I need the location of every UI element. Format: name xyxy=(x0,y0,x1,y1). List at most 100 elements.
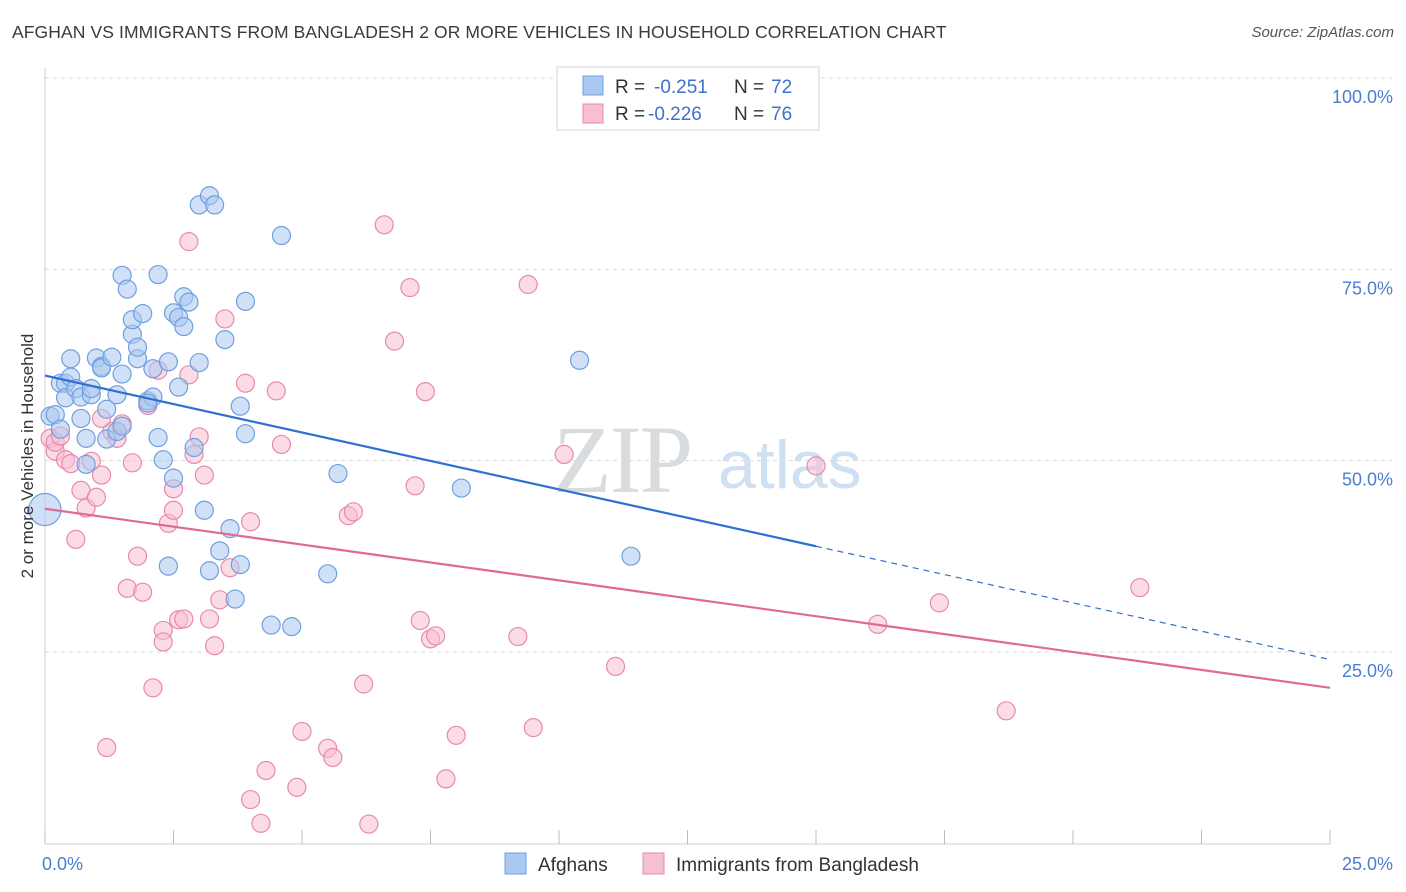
watermark-zip: ZIP xyxy=(553,406,691,513)
bangladesh-point xyxy=(426,626,446,646)
bangladesh-point xyxy=(354,674,374,694)
legend-afghan-swatch xyxy=(582,75,604,96)
legend-bottom-afghan-label: Afghans xyxy=(538,855,608,876)
y-tick-label: 100.0% xyxy=(1332,87,1393,107)
legend-n-label-afghan: N = xyxy=(734,77,764,98)
bangladesh-point xyxy=(215,309,235,329)
bangladesh-point xyxy=(133,582,153,602)
legend-r-value-afghan: -0.251 xyxy=(654,77,708,98)
afghan-point xyxy=(102,347,122,367)
afghan-point xyxy=(328,463,348,484)
y-tick-label: 75.0% xyxy=(1342,278,1393,298)
afghan-point xyxy=(107,385,127,405)
afghan-point xyxy=(230,396,250,416)
watermark: ZIP atlas xyxy=(553,406,862,513)
x-tick-label-min: 0.0% xyxy=(42,854,83,874)
bangladesh-point xyxy=(400,277,420,298)
afghan-point xyxy=(97,399,117,419)
bangladesh-point xyxy=(179,232,199,252)
bangladesh-point xyxy=(179,365,199,385)
afghan-point xyxy=(235,424,256,444)
bangladesh-point xyxy=(122,453,142,473)
bangladesh-point xyxy=(359,814,379,834)
bangladesh-point xyxy=(97,737,117,758)
afghan-trend-line xyxy=(44,374,817,548)
bangladesh-point xyxy=(806,456,826,476)
afghan-point xyxy=(71,408,91,429)
bangladesh-point xyxy=(508,626,528,647)
afghan-point xyxy=(163,468,184,488)
bangladesh-point xyxy=(292,721,312,742)
y-axis-title: 2 or more Vehicles in Household xyxy=(18,334,37,579)
x-tick-label-max: 25.0% xyxy=(1342,854,1393,874)
bangladesh-point xyxy=(266,381,286,401)
bangladesh-point xyxy=(415,382,435,402)
afghan-point xyxy=(261,615,281,635)
afghan-point xyxy=(158,556,178,576)
afghan-point xyxy=(205,195,225,215)
legend-r-label-bangla: R = xyxy=(615,104,645,125)
afghan-point xyxy=(153,450,173,470)
afghan-point xyxy=(76,428,96,448)
afghan-point xyxy=(148,264,168,285)
bangladesh-point xyxy=(241,512,261,532)
bangladesh-point xyxy=(323,747,343,768)
legend-series: Afghans Immigrants from Bangladesh xyxy=(504,852,919,876)
bangladesh-point xyxy=(256,760,276,781)
afghan-point xyxy=(271,225,292,246)
afghan-point xyxy=(174,317,194,337)
afghan-point xyxy=(318,564,338,584)
afghan-point xyxy=(569,350,590,370)
bangladesh-point xyxy=(199,609,220,629)
bangladesh-point xyxy=(66,529,86,549)
y-tick-labels: 25.0% 50.0% 75.0% 100.0% xyxy=(1332,87,1393,681)
bangladesh-point xyxy=(251,813,271,833)
chart-source: Source: ZipAtlas.com xyxy=(1251,24,1394,41)
bangladesh-point xyxy=(143,678,163,698)
legend-n-label-bangla: N = xyxy=(734,104,764,125)
bangladesh-point xyxy=(410,610,430,631)
legend-bottom-bangla-label: Immigrants from Bangladesh xyxy=(676,855,919,876)
afghan-point xyxy=(194,500,214,520)
afghan-point xyxy=(50,419,71,439)
legend-bottom-bangla-swatch xyxy=(642,852,665,875)
afghan-point xyxy=(210,541,230,561)
afghan-point xyxy=(230,555,250,575)
afghan-point xyxy=(148,427,168,448)
bangladesh-point xyxy=(174,609,194,629)
bangladesh-point xyxy=(343,502,363,522)
afghan-trend-extension xyxy=(815,545,1331,661)
bangladesh-point xyxy=(523,718,543,738)
x-ticks xyxy=(44,830,1331,844)
afghan-point xyxy=(199,561,220,581)
afghan-point xyxy=(189,352,209,373)
bangladesh-trend-line xyxy=(44,507,1331,689)
afghan-point xyxy=(127,337,148,357)
trend-lines xyxy=(44,374,1331,689)
bangladesh-point xyxy=(271,434,292,455)
chart-title: AFGHAN VS IMMIGRANTS FROM BANGLADESH 2 O… xyxy=(12,22,947,42)
bangladesh-point xyxy=(91,465,112,485)
legend-bottom-afghan-swatch xyxy=(504,852,527,875)
afghan-point xyxy=(282,617,302,637)
bangladesh-point xyxy=(605,656,626,677)
afghan-point xyxy=(179,292,199,312)
bangladesh-point xyxy=(241,789,261,810)
afghan-point xyxy=(235,291,256,311)
bangladesh-point xyxy=(127,546,148,566)
afghan-point xyxy=(112,364,132,384)
series-afghans-points xyxy=(28,186,641,637)
afghan-point xyxy=(133,303,153,324)
legend-n-value-bangla: 76 xyxy=(771,104,792,125)
legend-r-label-afghan: R = xyxy=(615,77,645,98)
bangladesh-point xyxy=(554,444,574,465)
afghan-point xyxy=(451,478,471,498)
bangladesh-point xyxy=(1130,577,1150,598)
legend-n-value-afghan: 72 xyxy=(771,77,792,98)
bangladesh-point xyxy=(194,465,214,485)
afghan-point xyxy=(621,546,641,566)
bangladesh-point xyxy=(446,725,466,745)
afghan-point xyxy=(225,589,245,609)
bangladesh-point xyxy=(436,769,456,789)
